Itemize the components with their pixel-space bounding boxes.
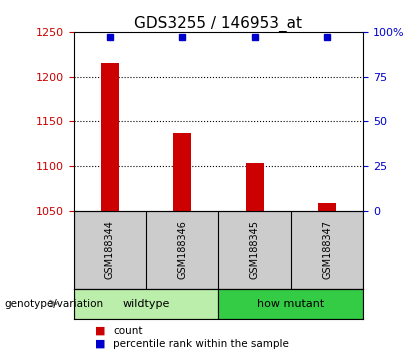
Text: genotype/variation: genotype/variation: [4, 298, 103, 309]
Text: how mutant: how mutant: [257, 298, 325, 309]
Bar: [218, 289, 363, 319]
Text: GSM188344: GSM188344: [105, 220, 115, 279]
Text: ■: ■: [94, 326, 105, 336]
Text: GSM188346: GSM188346: [177, 220, 187, 279]
Text: wildtype: wildtype: [122, 298, 170, 309]
Text: GSM188347: GSM188347: [322, 220, 332, 279]
Bar: [173, 133, 191, 211]
Title: GDS3255 / 146953_at: GDS3255 / 146953_at: [134, 16, 302, 32]
Bar: [318, 204, 336, 211]
Bar: [246, 163, 264, 211]
Bar: [74, 289, 218, 319]
Text: percentile rank within the sample: percentile rank within the sample: [113, 339, 289, 349]
Text: count: count: [113, 326, 143, 336]
Text: GSM188345: GSM188345: [249, 220, 260, 279]
Bar: [101, 63, 119, 211]
Text: ■: ■: [94, 339, 105, 349]
